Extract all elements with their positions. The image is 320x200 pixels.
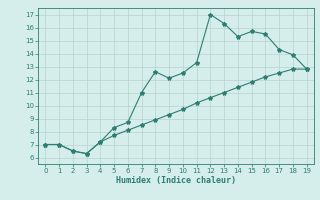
X-axis label: Humidex (Indice chaleur): Humidex (Indice chaleur) <box>116 176 236 185</box>
